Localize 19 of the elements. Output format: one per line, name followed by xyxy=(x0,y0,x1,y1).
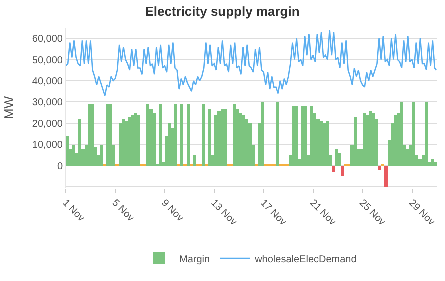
x-tick-label: 21 Nov xyxy=(308,198,338,228)
y-tick-label: 50,000 xyxy=(32,55,64,66)
y-tick-label: 40,000 xyxy=(32,76,64,88)
y-axis-title: MW xyxy=(1,96,16,120)
y-tick-label: 30,000 xyxy=(32,98,64,109)
y-tick-label: 0 xyxy=(57,161,64,172)
x-tick-label: 17 Nov xyxy=(258,198,288,228)
x-tick-label: 5 Nov xyxy=(110,198,136,224)
y-tick-label: 10,000 xyxy=(32,140,64,152)
x-tick-label: 13 Nov xyxy=(208,198,239,228)
x-tick-label: 1 Nov xyxy=(60,198,87,224)
legend-label: wholesaleElecDemand xyxy=(254,254,357,266)
legend-label: Margin xyxy=(180,254,210,266)
y-tick-label: 60,000 xyxy=(32,34,64,46)
x-tick-label: 25 Nov xyxy=(357,198,388,228)
y-tick-label: 20,000 xyxy=(32,118,64,130)
x-tick-label: 29 Nov xyxy=(406,198,437,228)
x-tick-label: 9 Nov xyxy=(159,198,186,224)
chart-title: Electricity supply margin xyxy=(145,4,300,20)
